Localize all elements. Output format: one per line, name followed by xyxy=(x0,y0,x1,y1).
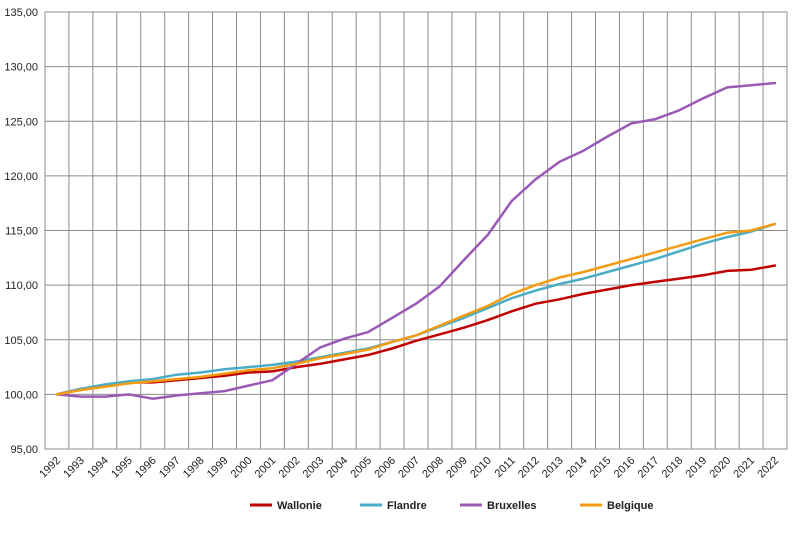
legend: Wallonie Flandre Bruxelles Belgique xyxy=(250,500,653,512)
x-tick-label: 2002 xyxy=(277,455,303,481)
y-tick-label: 110,00 xyxy=(5,280,38,292)
x-tick-label: 2019 xyxy=(684,455,710,481)
series-line-belgique xyxy=(55,222,777,396)
legend-label-wallonie: Wallonie xyxy=(277,500,322,512)
x-tick-label: 2001 xyxy=(253,455,279,481)
x-tick-label: 2008 xyxy=(420,455,446,481)
x-tick-label: 2010 xyxy=(468,455,494,481)
x-tick-label: 2004 xyxy=(325,455,351,481)
x-tick-label: 2009 xyxy=(444,455,470,481)
x-tick-label: 2013 xyxy=(540,455,566,481)
x-tick-label: 2003 xyxy=(301,455,327,481)
y-tick-label: 115,00 xyxy=(5,226,38,238)
x-tick-label: 1995 xyxy=(109,455,135,481)
x-tick-label: 2011 xyxy=(493,455,518,480)
grid-lines xyxy=(44,11,788,450)
x-tick-label: 1997 xyxy=(157,455,183,481)
x-tick-label: 2012 xyxy=(516,455,542,481)
legend-label-bruxelles: Bruxelles xyxy=(487,500,537,512)
x-axis-ticks: 1992199319941995199619971998199920002001… xyxy=(37,455,781,481)
y-tick-label: 125,00 xyxy=(4,116,38,128)
x-tick-label: 1998 xyxy=(181,455,207,481)
x-tick-label: 1992 xyxy=(37,455,63,481)
y-tick-label: 135,00 xyxy=(4,7,38,19)
x-tick-label: 2007 xyxy=(396,455,422,481)
series-lines xyxy=(55,81,777,400)
y-axis-ticks: 95,00 100,00 105,00 110,00 115,00 120,00 125,0… xyxy=(4,7,38,456)
x-tick-label: 2000 xyxy=(229,455,255,481)
x-tick-label: 2016 xyxy=(612,455,638,481)
y-tick-label: 105,00 xyxy=(4,335,38,347)
x-tick-label: 2015 xyxy=(588,455,614,481)
y-tick-label: 95,00 xyxy=(10,444,38,456)
legend-label-flandre: Flandre xyxy=(387,500,427,512)
x-tick-label: 1999 xyxy=(205,455,231,481)
series-line-bruxelles xyxy=(55,81,777,400)
y-tick-label: 100,00 xyxy=(4,389,38,401)
x-tick-label: 1996 xyxy=(133,455,159,481)
x-tick-label: 2014 xyxy=(564,455,590,481)
x-tick-label: 2006 xyxy=(372,455,398,481)
legend-label-belgique: Belgique xyxy=(607,500,653,512)
x-tick-label: 1993 xyxy=(61,455,87,481)
y-tick-label: 130,00 xyxy=(4,62,38,74)
x-tick-label: 2017 xyxy=(636,455,662,481)
x-tick-label: 2018 xyxy=(660,455,686,481)
x-tick-label: 2005 xyxy=(348,455,374,481)
x-tick-label: 1994 xyxy=(85,455,111,481)
x-tick-label: 2021 xyxy=(731,455,757,481)
x-tick-label: 2020 xyxy=(707,455,733,481)
x-tick-label: 2022 xyxy=(755,455,781,481)
y-tick-label: 120,00 xyxy=(4,171,38,183)
